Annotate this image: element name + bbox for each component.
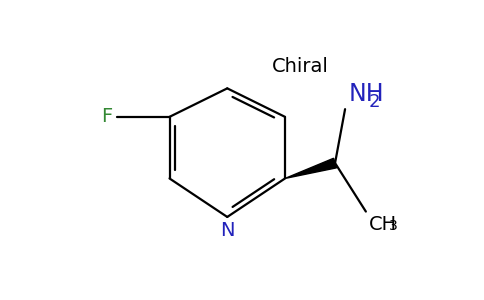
Text: F: F <box>101 107 112 126</box>
Polygon shape <box>285 158 336 178</box>
Text: N: N <box>220 221 235 240</box>
Text: Chiral: Chiral <box>272 57 329 76</box>
Text: CH: CH <box>369 214 397 234</box>
Text: NH: NH <box>348 82 384 106</box>
Text: 3: 3 <box>389 219 398 233</box>
Text: 2: 2 <box>368 93 379 111</box>
